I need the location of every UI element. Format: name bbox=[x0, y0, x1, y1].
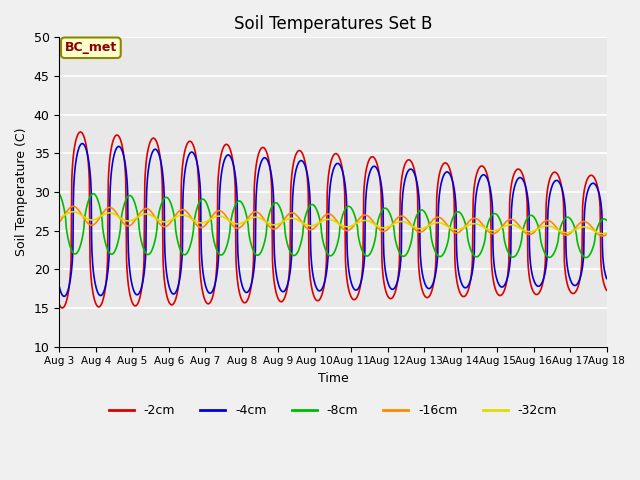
-32cm bbox=[69, 209, 77, 215]
-32cm bbox=[603, 230, 611, 236]
-16cm bbox=[284, 212, 292, 218]
-32cm bbox=[417, 226, 425, 232]
-4cm bbox=[418, 265, 426, 271]
-4cm bbox=[56, 284, 63, 289]
X-axis label: Time: Time bbox=[317, 372, 348, 385]
-2cm bbox=[56, 301, 63, 307]
-8cm bbox=[603, 217, 611, 223]
Line: -32cm: -32cm bbox=[60, 212, 607, 234]
-2cm bbox=[271, 283, 278, 289]
-4cm bbox=[271, 257, 278, 263]
-2cm bbox=[603, 288, 611, 293]
Y-axis label: Soil Temperature (C): Soil Temperature (C) bbox=[15, 128, 28, 256]
-4cm bbox=[60, 293, 68, 299]
-16cm bbox=[56, 219, 63, 225]
Line: -4cm: -4cm bbox=[60, 144, 607, 296]
-2cm bbox=[77, 129, 84, 135]
-2cm bbox=[418, 284, 426, 290]
-16cm bbox=[554, 227, 562, 233]
-8cm bbox=[271, 200, 278, 206]
-32cm bbox=[508, 222, 515, 228]
-4cm bbox=[555, 179, 563, 184]
-32cm bbox=[284, 216, 292, 222]
-2cm bbox=[284, 280, 292, 286]
-16cm bbox=[417, 229, 425, 235]
-32cm bbox=[177, 212, 184, 218]
-8cm bbox=[56, 191, 63, 197]
-32cm bbox=[271, 222, 278, 228]
-4cm bbox=[177, 268, 185, 274]
-32cm bbox=[554, 228, 562, 233]
-2cm bbox=[508, 181, 515, 187]
-8cm bbox=[177, 247, 184, 253]
Title: Soil Temperatures Set B: Soil Temperatures Set B bbox=[234, 15, 432, 33]
-2cm bbox=[58, 305, 66, 311]
Line: -16cm: -16cm bbox=[60, 206, 607, 236]
Line: -8cm: -8cm bbox=[60, 194, 607, 258]
-16cm bbox=[177, 207, 184, 213]
Line: -2cm: -2cm bbox=[60, 132, 607, 308]
-8cm bbox=[284, 242, 292, 248]
-8cm bbox=[582, 255, 590, 261]
-16cm bbox=[598, 233, 606, 239]
-4cm bbox=[508, 205, 515, 211]
-8cm bbox=[417, 207, 425, 213]
-16cm bbox=[508, 216, 515, 222]
-2cm bbox=[555, 173, 563, 179]
-8cm bbox=[554, 237, 562, 242]
-4cm bbox=[79, 141, 86, 146]
-4cm bbox=[603, 276, 611, 281]
-16cm bbox=[603, 231, 611, 237]
-2cm bbox=[177, 220, 185, 226]
-8cm bbox=[508, 253, 515, 259]
-4cm bbox=[284, 280, 292, 286]
-16cm bbox=[70, 204, 77, 209]
-16cm bbox=[271, 226, 278, 232]
-8cm bbox=[89, 191, 97, 197]
-32cm bbox=[56, 215, 63, 221]
-32cm bbox=[599, 231, 607, 237]
Text: BC_met: BC_met bbox=[65, 41, 117, 54]
Legend: -2cm, -4cm, -8cm, -16cm, -32cm: -2cm, -4cm, -8cm, -16cm, -32cm bbox=[104, 399, 562, 422]
